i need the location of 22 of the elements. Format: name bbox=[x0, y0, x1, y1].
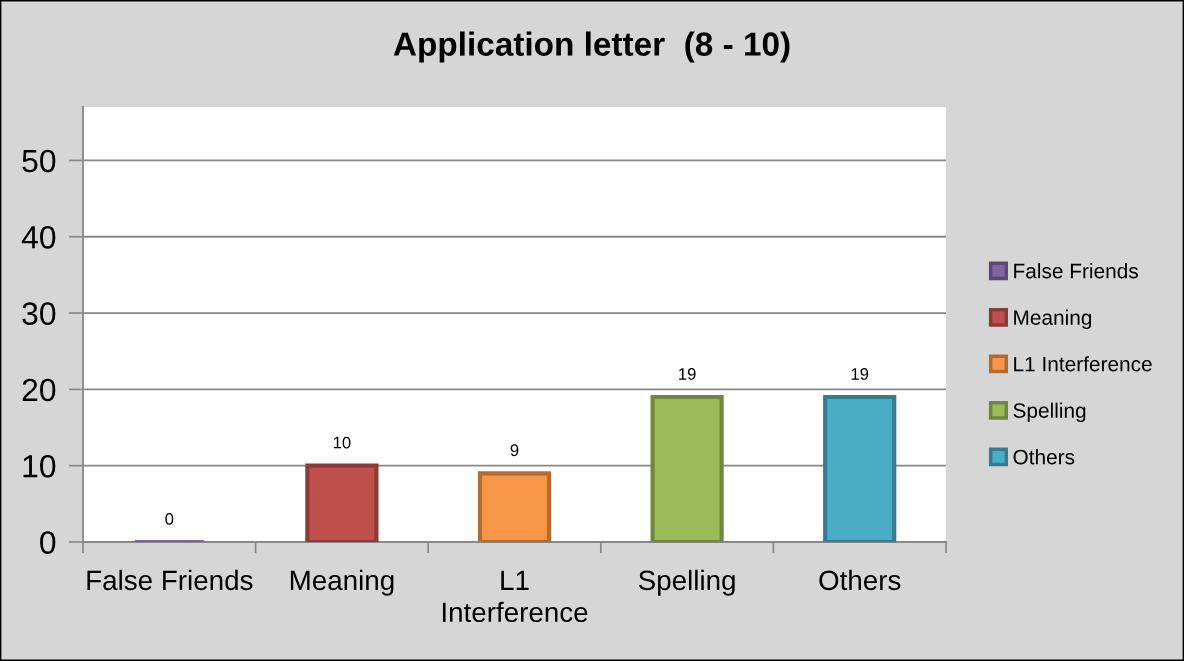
x-tick-label: L1 Interference bbox=[442, 570, 588, 623]
legend-label: Spelling bbox=[1013, 402, 1086, 423]
y-tick-label: 40 bbox=[21, 226, 56, 249]
data-label: 9 bbox=[510, 444, 519, 457]
legend-label: Others bbox=[1013, 449, 1075, 465]
data-label: 19 bbox=[851, 368, 869, 380]
y-tick-label: 30 bbox=[22, 302, 56, 325]
x-tick-label: Meaning bbox=[290, 569, 394, 596]
chart-title: Application letter (8 - 10) bbox=[393, 31, 790, 63]
y-tick-label: 0 bbox=[40, 531, 56, 554]
x-tick-label: Spelling bbox=[638, 569, 735, 596]
legend-label: L1 Interference bbox=[1014, 356, 1152, 372]
legend-label: False Friends bbox=[1014, 263, 1138, 279]
x-tick-label: False Friends bbox=[87, 569, 253, 591]
x-tick-label: Others bbox=[819, 569, 901, 591]
y-tick-label: 20 bbox=[22, 378, 56, 402]
y-tick-label: 50 bbox=[22, 149, 56, 173]
data-label: 10 bbox=[333, 436, 351, 449]
data-label: 19 bbox=[679, 368, 696, 380]
data-label: 0 bbox=[165, 513, 174, 525]
y-tick-label: 10 bbox=[23, 454, 56, 478]
legend-label: Meaning bbox=[1014, 309, 1092, 330]
